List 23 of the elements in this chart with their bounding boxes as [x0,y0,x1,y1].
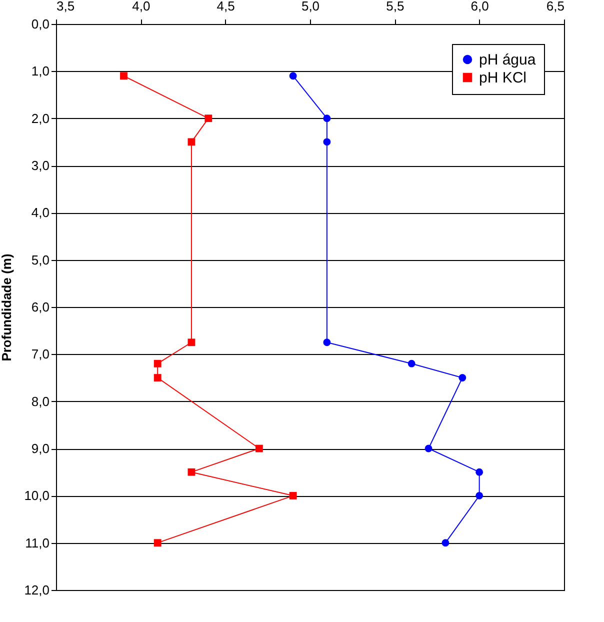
x-tick-label: 5,5 [386,0,404,14]
y-tick-label: 4,0 [31,205,50,220]
y-tick-label: 0,0 [31,16,50,32]
legend-label: pH KCl [479,70,527,86]
x-tick-label: 5,0 [301,0,320,14]
x-tick-label: 4,0 [132,0,150,14]
y-tick-label: 10,0 [24,488,50,504]
y-tick-label: 11,0 [25,535,50,550]
y-tick-label: 1,0 [31,64,50,79]
x-tick-label: 3,5 [56,0,75,14]
legend-label: pH água [479,52,536,68]
y-tick-label: 5,0 [31,252,50,268]
y-tick-label: 12,0 [24,582,50,598]
y-tick-label: 6,0 [31,300,50,314]
y-tick-label: 9,0 [31,441,50,456]
x-tick-label: 6,5 [546,0,564,14]
y-axis-title: Profundidade (m) [0,254,14,362]
y-tick-label: 8,0 [31,394,50,409]
y-tick-label: 3,0 [31,158,50,173]
y-tick-label: 2,0 [31,110,50,126]
x-tick-label: 6,0 [470,0,489,14]
x-tick-label: 4,5 [216,0,235,14]
y-tick-label: 7,0 [31,346,50,362]
